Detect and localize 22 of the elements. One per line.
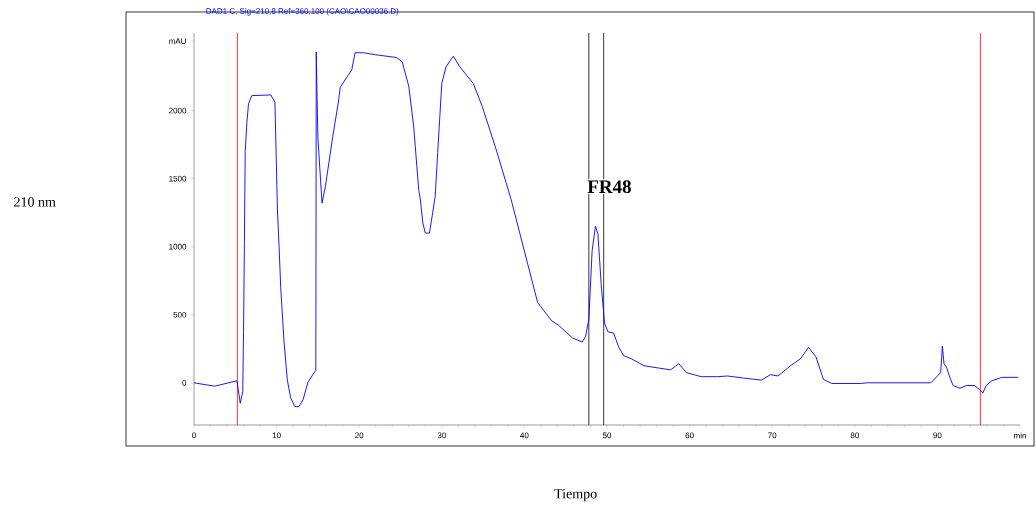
x-tick-label: 70	[768, 432, 777, 439]
y-tick-label: 1500	[169, 175, 187, 182]
y-tick-label: 2000	[169, 107, 187, 114]
x-tick-label: 20	[355, 432, 364, 439]
x-tick-label: 80	[850, 432, 859, 439]
x-tick-label: 60	[685, 432, 694, 439]
x-tick-label: 30	[437, 432, 446, 439]
chart-title: DAD1 C, Sig=210,8 Ref=360,100 (CAO\CAO00036.D)	[206, 8, 399, 16]
x-tick-label: min	[1014, 432, 1026, 439]
y-tick-label: 1000	[169, 243, 187, 250]
y-tick-label: mAU	[169, 38, 186, 44]
x-tick-label: 10	[272, 432, 281, 439]
x-axis-title: Tiempo	[554, 489, 597, 502]
annotation: FR48	[587, 180, 631, 194]
x-tick-label: 40	[520, 432, 529, 439]
line-series	[193, 51, 1019, 408]
y-tick-label: 0	[182, 379, 187, 386]
y-tick-label: 500	[173, 311, 187, 318]
x-tick-label: 90	[933, 432, 942, 439]
text: 210 nm	[14, 197, 56, 207]
x-tick-label: 50	[602, 432, 612, 439]
x-tick-label: 0	[192, 432, 196, 439]
